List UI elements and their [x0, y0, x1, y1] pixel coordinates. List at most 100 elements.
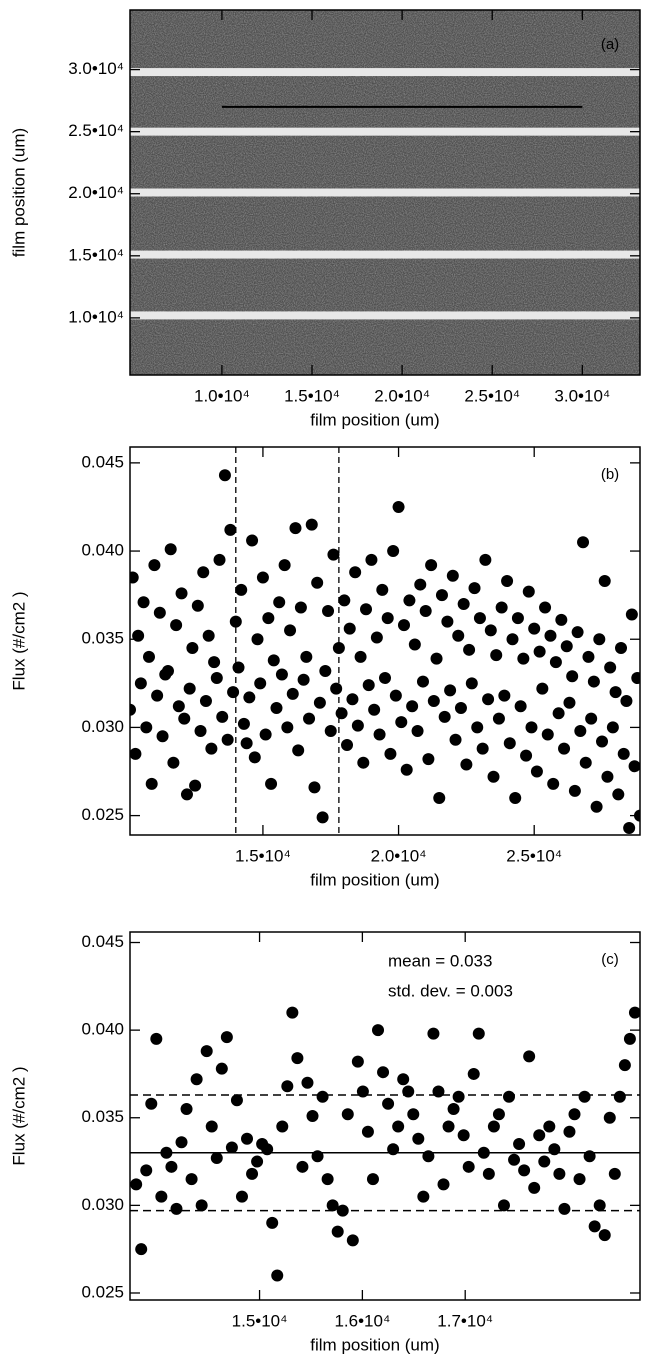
point — [509, 791, 522, 804]
point — [321, 1173, 334, 1186]
point — [476, 742, 489, 755]
point — [495, 601, 508, 614]
point — [366, 1173, 379, 1186]
point — [167, 756, 180, 769]
point — [487, 770, 500, 783]
point — [541, 728, 554, 741]
point — [343, 622, 356, 635]
point — [213, 553, 226, 566]
annotation: std. dev. = 0.003 — [388, 981, 513, 1000]
point — [596, 735, 609, 748]
point — [296, 1160, 309, 1173]
point — [511, 612, 524, 625]
point — [370, 631, 383, 644]
point — [254, 677, 267, 690]
x-tick-label: 1.5•10⁴ — [232, 1311, 288, 1330]
point — [471, 721, 484, 734]
point — [376, 583, 389, 596]
point — [577, 536, 590, 549]
point — [533, 1129, 546, 1142]
point — [539, 601, 552, 614]
point — [442, 1120, 455, 1133]
point — [508, 1153, 521, 1166]
point — [482, 1167, 495, 1180]
point — [291, 1052, 304, 1065]
point — [452, 629, 465, 642]
point — [165, 1160, 178, 1173]
annotation: mean = 0.033 — [388, 951, 492, 970]
point — [397, 619, 410, 632]
panel-label: (a) — [601, 36, 619, 53]
point — [221, 733, 234, 746]
point — [308, 781, 321, 794]
point — [354, 650, 367, 663]
point — [613, 1090, 626, 1103]
point — [372, 1024, 385, 1037]
point — [349, 566, 362, 579]
point — [522, 585, 535, 598]
point — [392, 500, 405, 513]
point — [164, 543, 177, 556]
point — [311, 576, 324, 589]
point — [560, 640, 573, 653]
point — [185, 1173, 198, 1186]
y-tick-label: 2.5•10⁴ — [68, 121, 124, 140]
point — [467, 1067, 480, 1080]
point — [346, 1234, 359, 1247]
point — [267, 654, 280, 667]
point — [579, 756, 592, 769]
point — [153, 606, 166, 619]
point — [520, 749, 533, 762]
point — [256, 571, 269, 584]
y-tick-label: 0.030 — [81, 717, 124, 736]
point — [435, 589, 448, 602]
y-tick-label: 0.040 — [81, 541, 124, 560]
point — [601, 770, 614, 783]
point — [427, 1027, 440, 1040]
y-tick-label: 3.0•10⁴ — [68, 59, 124, 78]
point — [612, 788, 625, 801]
point — [319, 664, 332, 677]
point — [251, 633, 264, 646]
point — [472, 1027, 485, 1040]
point — [465, 677, 478, 690]
point — [235, 1190, 248, 1203]
point — [517, 652, 530, 665]
plot-area — [130, 10, 640, 375]
stripe — [130, 311, 640, 320]
point — [544, 629, 557, 642]
point — [615, 642, 628, 655]
stripe — [130, 68, 640, 77]
point — [609, 686, 622, 699]
point — [603, 1111, 616, 1124]
point — [533, 645, 546, 658]
point — [407, 1108, 420, 1121]
y-tick-label: 0.040 — [81, 1020, 124, 1039]
point — [411, 724, 424, 737]
point — [558, 1202, 571, 1215]
point — [351, 719, 364, 732]
point — [384, 747, 397, 760]
point — [362, 679, 375, 692]
point — [368, 703, 381, 716]
point — [281, 721, 294, 734]
point — [574, 724, 587, 737]
point — [151, 689, 164, 702]
point — [205, 1120, 218, 1133]
point — [259, 728, 272, 741]
point — [598, 575, 611, 588]
y-axis-title: Flux (#/cm2 ) — [9, 591, 28, 690]
point — [525, 721, 538, 734]
point — [246, 1167, 259, 1180]
point — [479, 553, 492, 566]
point — [183, 682, 196, 695]
point — [492, 1108, 505, 1121]
x-axis-title: film position (um) — [310, 410, 439, 429]
point — [553, 1167, 566, 1180]
point — [227, 686, 240, 699]
point — [578, 1090, 591, 1103]
point — [608, 1167, 621, 1180]
point — [145, 1097, 158, 1110]
